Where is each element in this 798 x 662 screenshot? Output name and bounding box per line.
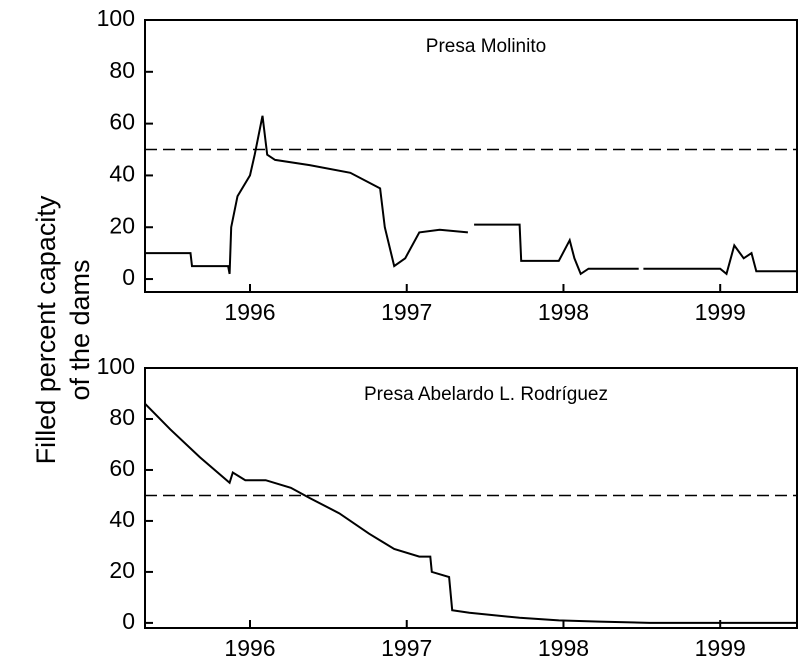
y-tick-label: 60 — [109, 109, 135, 135]
y-tick-label: 40 — [109, 161, 135, 187]
x-tick-label: 1999 — [695, 299, 746, 325]
data-line — [144, 402, 797, 624]
y-tick-label: 100 — [97, 5, 135, 31]
x-tick-label: 1998 — [538, 299, 589, 325]
x-tick-label: 1998 — [538, 635, 589, 661]
y-tick-label: 0 — [122, 608, 135, 634]
y-tick-label: 20 — [109, 557, 135, 583]
plot-frame — [144, 367, 798, 629]
y-axis-label: Filled percent capacity — [31, 195, 61, 464]
y-tick-label: 20 — [109, 212, 135, 238]
x-tick-label: 1997 — [381, 299, 432, 325]
data-line — [145, 115, 797, 276]
y-tick-label: 60 — [109, 455, 135, 481]
y-axis-label: of the dams — [65, 259, 95, 400]
y-tick-label: 0 — [122, 264, 135, 290]
panel-title: Presa Abelardo L. Rodríguez — [364, 384, 608, 405]
x-tick-label: 1997 — [381, 635, 432, 661]
panel-title: Presa Molinito — [426, 36, 546, 57]
x-tick-label: 1996 — [224, 635, 275, 661]
y-tick-label: 100 — [97, 353, 135, 379]
y-tick-label: 80 — [109, 57, 135, 83]
y-tick-label: 40 — [109, 506, 135, 532]
y-tick-label: 80 — [109, 404, 135, 430]
x-tick-label: 1996 — [224, 299, 275, 325]
plot-frame — [144, 19, 798, 293]
x-tick-label: 1999 — [695, 635, 746, 661]
